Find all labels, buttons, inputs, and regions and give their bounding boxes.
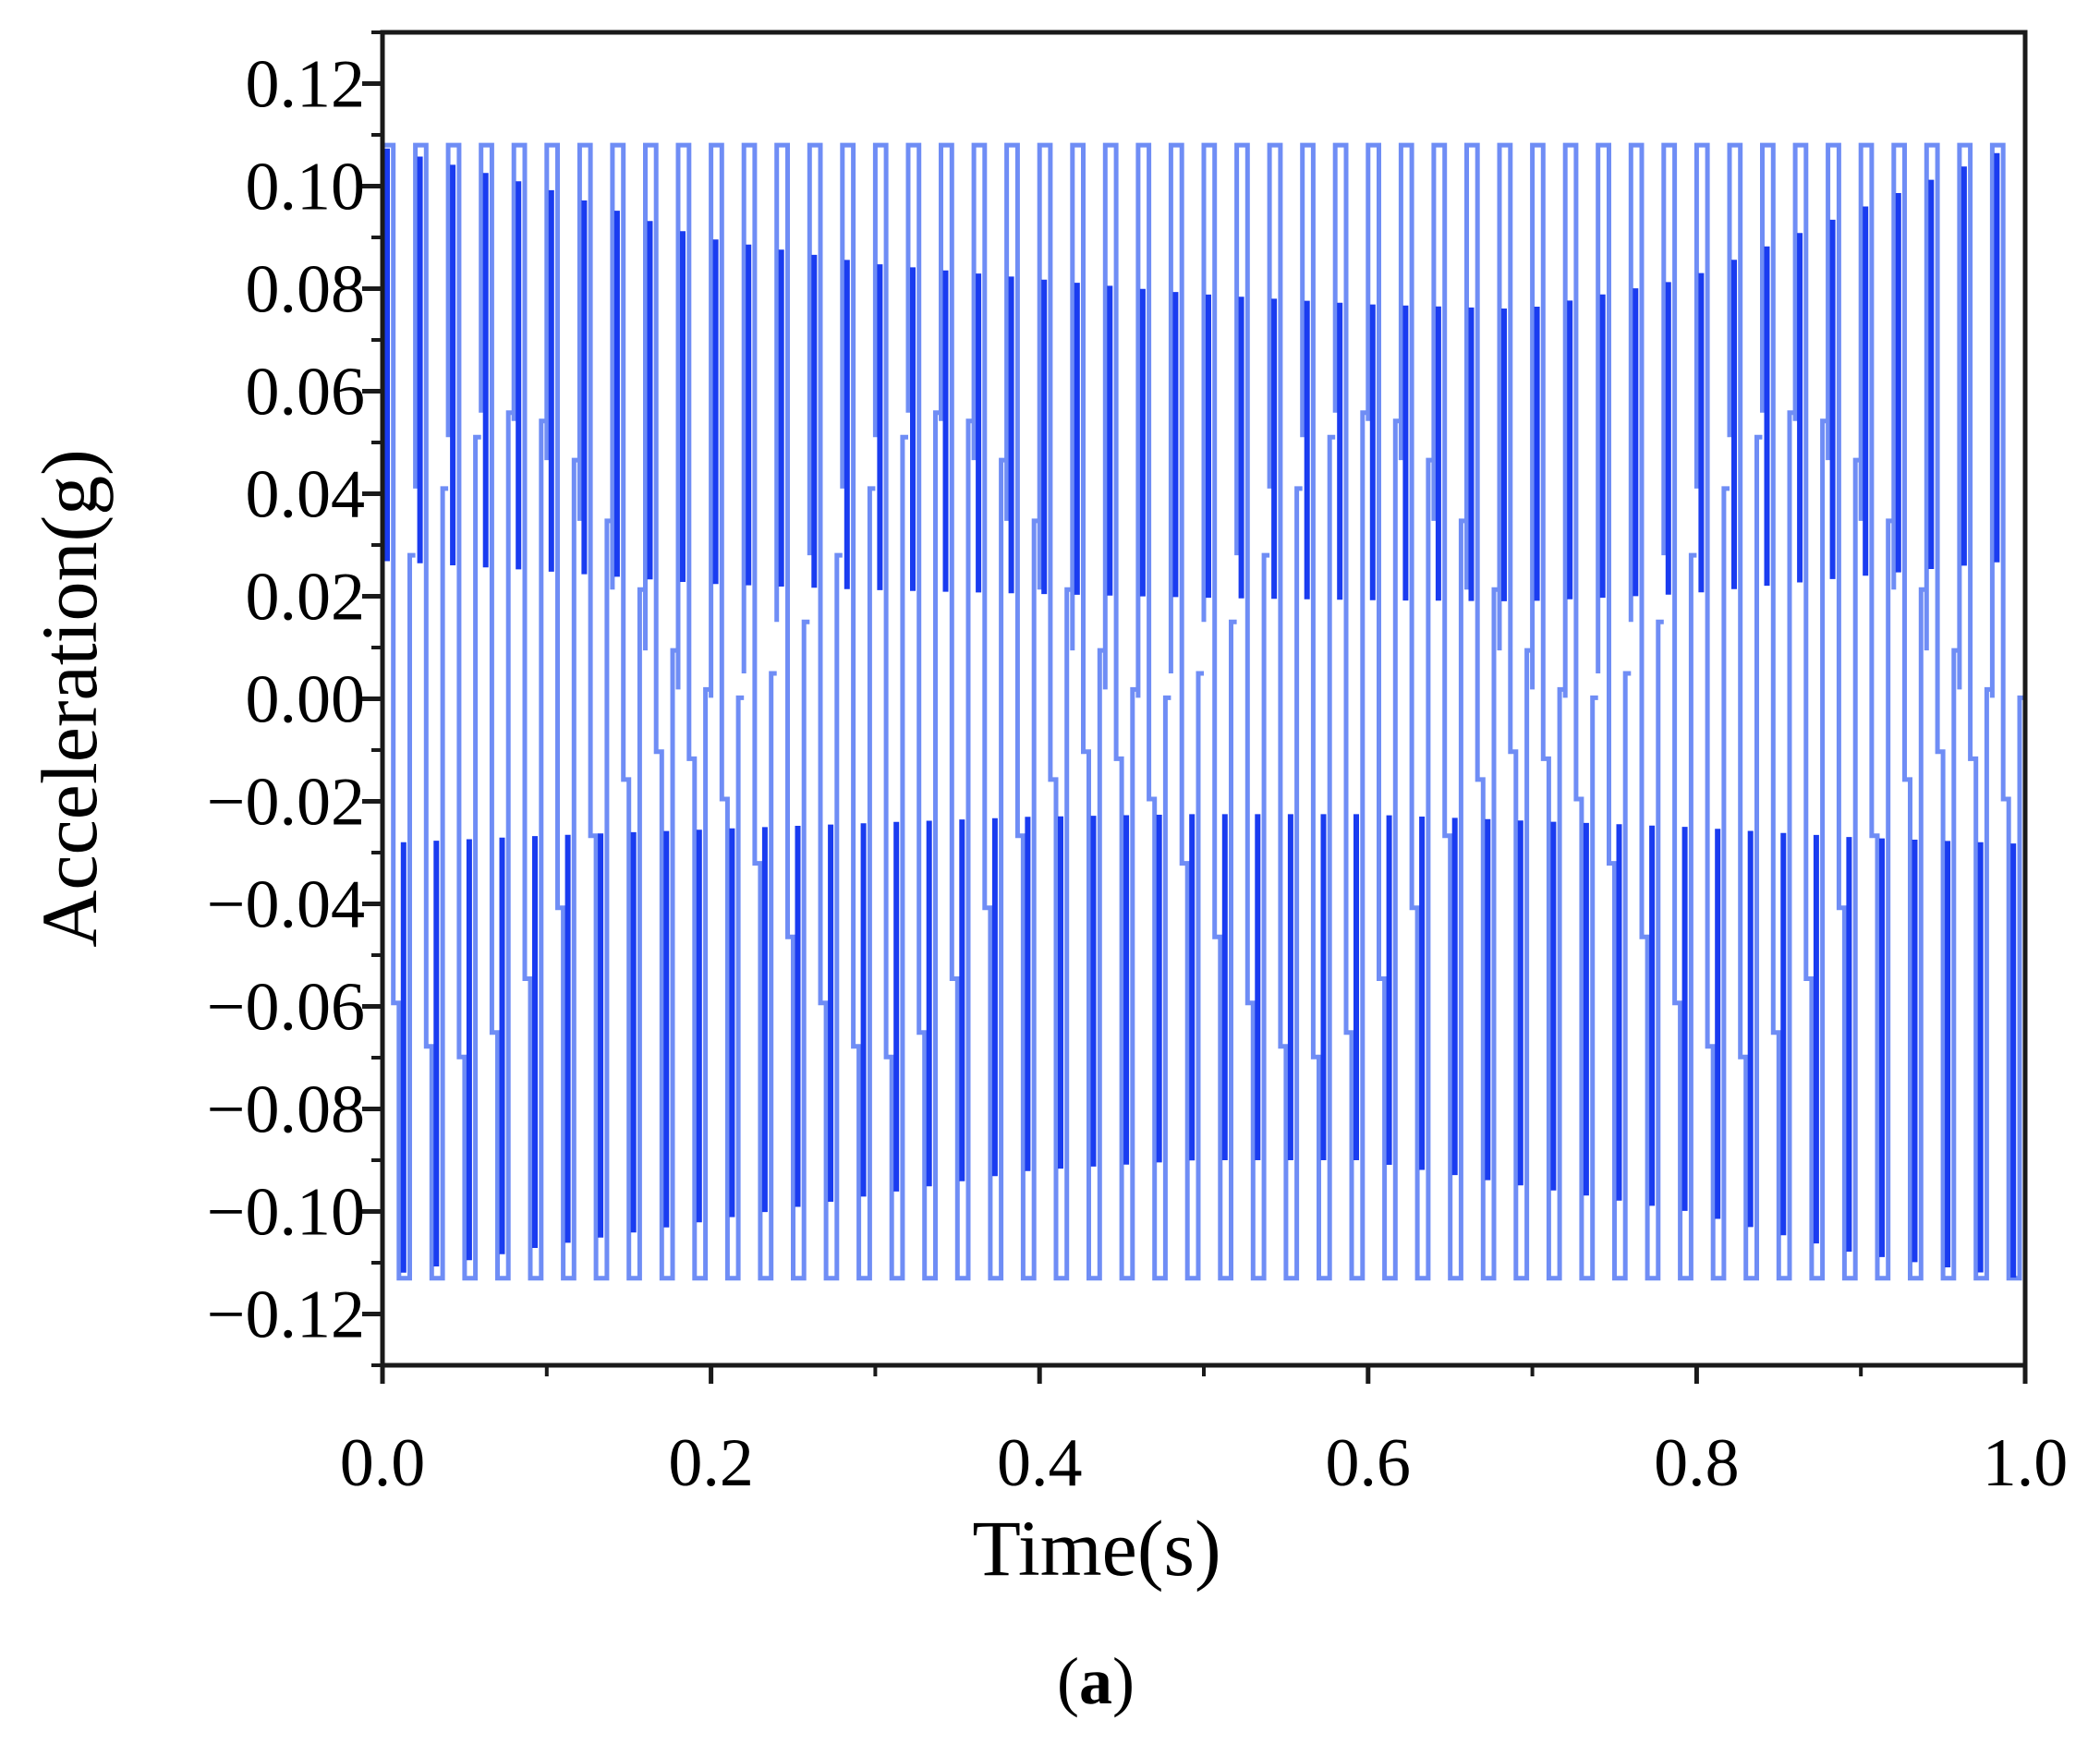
panel-label-open: ( [1057,1644,1079,1718]
y-tick-label: −0.02 [207,765,365,841]
y-axis-title: Acceleration(g) [25,449,114,948]
panel-label: (a) [1057,1644,1135,1718]
x-tick-label: 0.4 [997,1425,1083,1501]
y-tick-label: 0.02 [246,560,366,636]
y-tick-label: −0.04 [207,867,365,943]
y-tick-label: 0.12 [246,47,366,123]
y-tick-label: 0.10 [246,150,366,225]
y-tick-label: −0.10 [207,1175,365,1251]
y-tick-label: −0.08 [207,1072,365,1148]
y-axis: 0.12 0.10 0.08 0.06 0.04 0.02 0.00 −0.02 −0.04 −0… [207,30,382,1367]
y-tick-label: 0.04 [246,457,366,533]
x-tick-label: 0.2 [668,1425,754,1501]
x-tick-label: 0.6 [1326,1425,1412,1501]
y-tick-label: 0.08 [246,252,366,328]
y-tick-label: 0.06 [246,355,366,430]
x-tick-label: 0.8 [1654,1425,1740,1501]
series-line-light [382,142,2025,1281]
x-axis-title: Time(s) [972,1504,1220,1593]
x-axis: 0.0 0.2 0.4 0.6 0.8 1.0 [340,1365,2069,1501]
y-tick-label: 0.00 [246,662,366,738]
x-tick-label: 1.0 [1983,1425,2069,1501]
y-tick-label: −0.12 [207,1278,365,1353]
series-layer [382,142,2025,1281]
panel-label-letter: a [1079,1644,1112,1718]
series-line-dark [384,148,2017,1278]
x-tick-label: 0.0 [340,1425,426,1501]
panel-label-close: ) [1112,1644,1135,1718]
y-tick-label: −0.06 [207,970,365,1046]
